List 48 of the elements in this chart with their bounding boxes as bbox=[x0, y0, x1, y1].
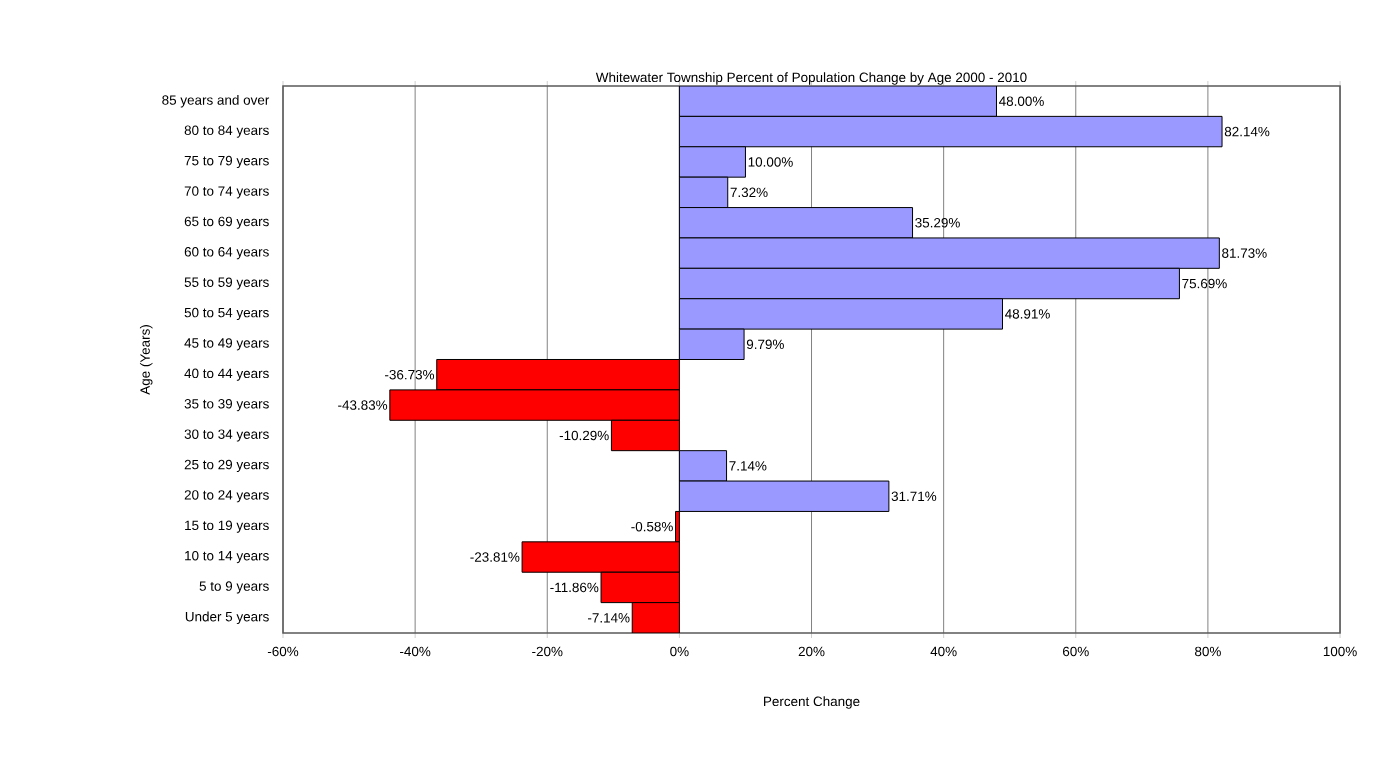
y-tick-label: 30 to 34 years bbox=[184, 429, 269, 442]
y-tick-label: 25 to 29 years bbox=[184, 459, 269, 472]
data-label: 35.29% bbox=[915, 217, 960, 228]
data-label: 48.91% bbox=[1005, 309, 1050, 319]
data-label: 10.00% bbox=[748, 157, 793, 167]
x-tick-label: -60% bbox=[267, 646, 299, 657]
y-tick-label: Under 5 years bbox=[185, 611, 269, 625]
x-tick-label: 80% bbox=[1195, 646, 1221, 657]
y-tick-label: 10 to 14 years bbox=[185, 550, 269, 564]
data-label: 81.73% bbox=[1222, 248, 1267, 258]
y-tick-label: 20 to 24 years bbox=[184, 490, 269, 503]
data-label: 7.32% bbox=[730, 187, 768, 198]
x-tick-label: 20% bbox=[798, 646, 825, 657]
y-tick-label: 70 to 74 years bbox=[184, 186, 269, 199]
data-label: 31.71% bbox=[891, 491, 937, 502]
y-tick-label: 40 to 44 years bbox=[184, 368, 269, 381]
data-label: -23.81% bbox=[470, 552, 520, 562]
x-axis-title: Percent Change bbox=[764, 696, 860, 709]
y-tick-label: 45 to 49 years bbox=[184, 338, 269, 351]
y-tick-label: 35 to 39 years bbox=[184, 398, 269, 412]
x-tick-label: 100% bbox=[1323, 646, 1357, 657]
data-label: -43.83% bbox=[338, 400, 388, 410]
y-tick-label: 80 to 84 years bbox=[184, 125, 269, 138]
data-label: -0.58% bbox=[631, 521, 673, 532]
x-tick-label: 0% bbox=[670, 646, 689, 657]
data-label: 9.79% bbox=[746, 339, 784, 350]
y-tick-label: 85 years and over bbox=[162, 94, 270, 108]
chart-title: Whitewater Township Percent of Population Change by Age 2000 - 2010 bbox=[595, 72, 1027, 85]
x-tick-label: 60% bbox=[1063, 646, 1089, 657]
data-label: -11.86% bbox=[550, 582, 599, 593]
data-label: 75.69% bbox=[1182, 278, 1227, 289]
data-label: -7.14% bbox=[588, 613, 630, 623]
data-label: 48.00% bbox=[999, 96, 1044, 106]
x-tick-label: 40% bbox=[930, 646, 957, 657]
y-tick-label: 55 to 59 years bbox=[184, 277, 269, 290]
x-tick-label: -40% bbox=[400, 646, 431, 657]
data-label: -36.73% bbox=[385, 369, 435, 380]
data-label: 7.14% bbox=[729, 461, 767, 471]
data-label: 82.14% bbox=[1224, 126, 1270, 137]
y-tick-label: 5 to 9 years bbox=[199, 581, 269, 594]
y-tick-label: 65 to 69 years bbox=[184, 216, 269, 229]
y-tick-label: 50 to 54 years bbox=[184, 307, 269, 321]
y-axis-title: Age (Years) bbox=[139, 325, 153, 395]
data-label: -10.29% bbox=[559, 430, 609, 441]
y-tick-label: 15 to 19 years bbox=[185, 520, 269, 533]
x-tick-label: -20% bbox=[532, 646, 563, 657]
y-tick-label: 75 to 79 years bbox=[184, 155, 269, 169]
y-tick-label: 60 to 64 years bbox=[184, 247, 269, 260]
